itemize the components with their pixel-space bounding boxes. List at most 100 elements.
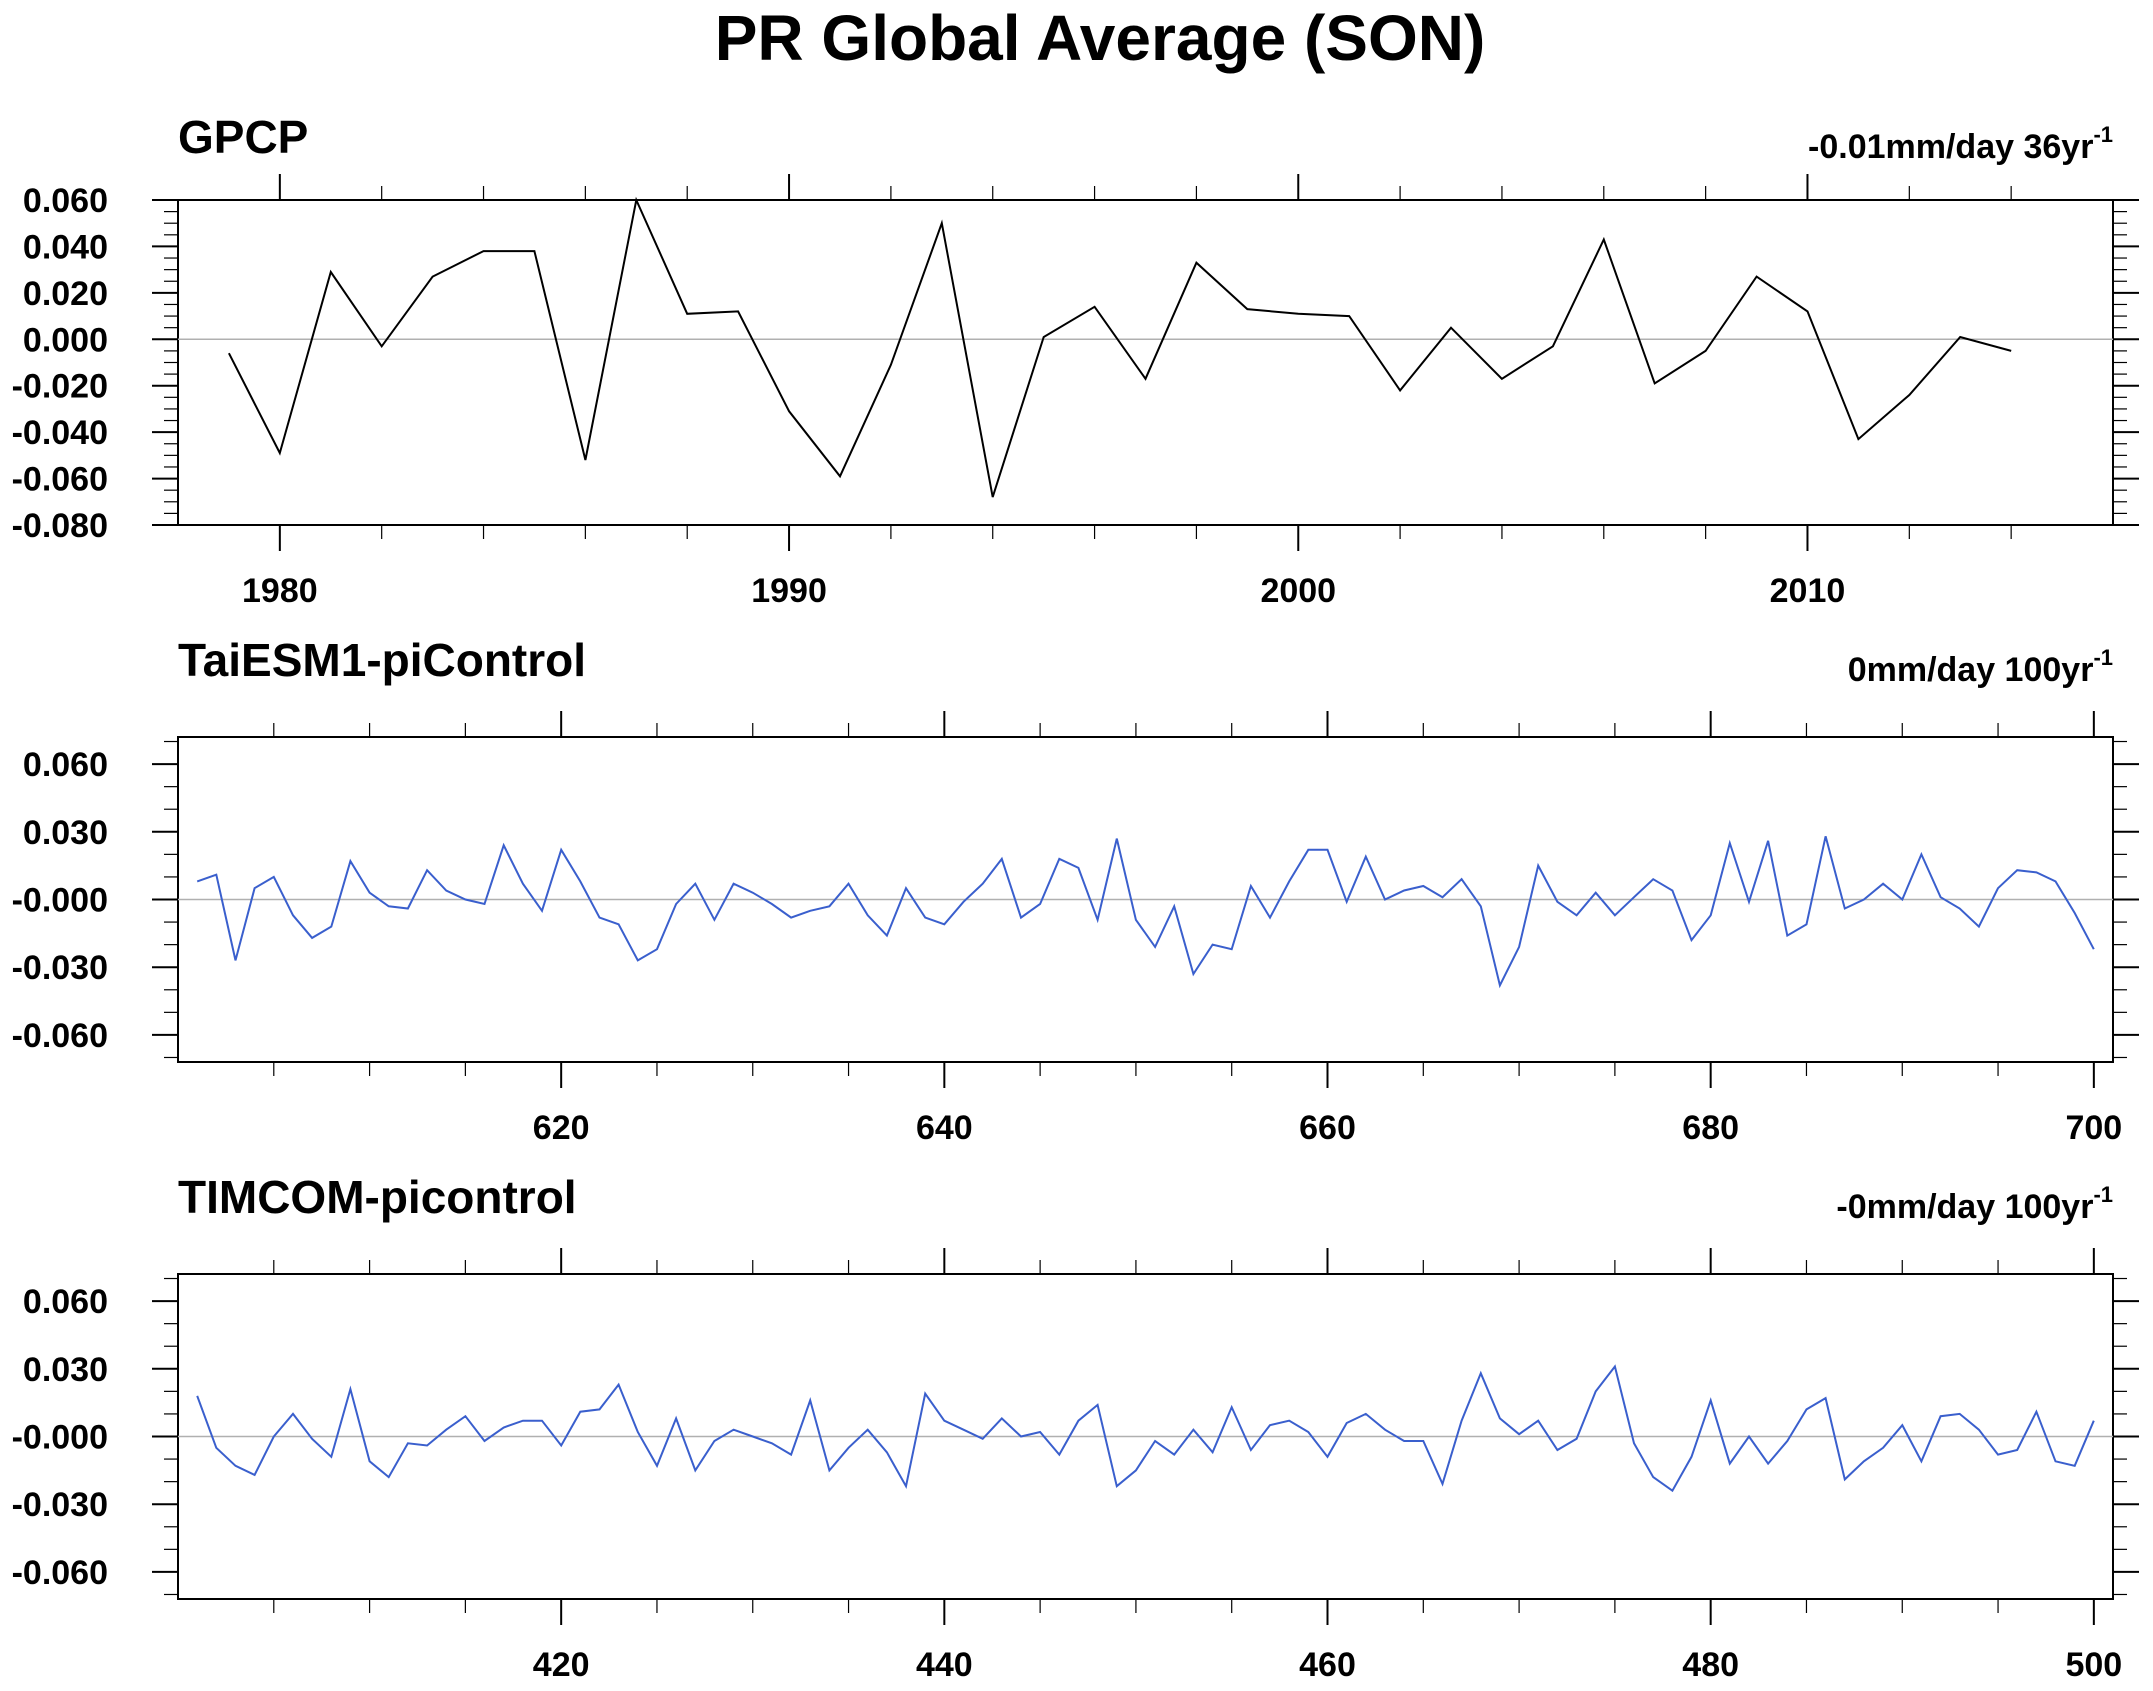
data-point [2033,1409,2039,1415]
data-point [1114,836,1120,842]
data-point [424,867,430,873]
data-point [252,1472,258,1478]
y-tick-label: -0.030 [12,1486,108,1524]
data-point [1601,237,1607,243]
data-point [1784,1438,1790,1444]
data-point [1612,912,1618,918]
data-point [328,924,334,930]
data-point [633,197,639,203]
trend-label-text: -0mm/day 100yr [1836,1188,2093,1226]
data-point [616,1382,622,1388]
data-point [309,1436,315,1442]
data-point [1041,334,1047,340]
data-point [597,915,603,921]
data-point [837,473,843,479]
data-point [635,1429,641,1435]
data-point [1918,1458,1924,1464]
data-point [271,874,277,880]
data-point [213,872,219,878]
data-point [1056,1452,1062,1458]
data-point [1171,1452,1177,1458]
data-point [1171,903,1177,909]
panel-2: TaiESM1-piControl 0mm/day 100yr-1 -0.060 -0… [12,634,2139,1147]
y-tick-label: -0.020 [12,368,108,406]
data-point [1440,1481,1446,1487]
trend-label-sup: -1 [2093,1182,2113,1207]
data-point [1295,311,1301,317]
data-point [1382,1427,1388,1433]
x-tick-label: 660 [1299,1109,1356,1147]
data-point [990,494,996,500]
data-point [1938,1413,1944,1419]
data-point [1631,1440,1637,1446]
data-point [328,1454,334,1460]
data-point [233,1463,239,1469]
data-point [501,842,507,848]
data-point [673,901,679,907]
data-point [290,912,296,918]
data-point [1152,1438,1158,1444]
data-point [1746,1434,1752,1440]
data-point [731,1427,737,1433]
data-point [1497,982,1503,988]
data-point [1727,840,1733,846]
data-point [597,1406,603,1412]
data-point [1325,1454,1331,1460]
data-point [328,269,334,275]
y-tick-label: -0.060 [12,1554,108,1592]
data-point [1401,1438,1407,1444]
data-point [1248,1447,1254,1453]
data-point [482,901,488,907]
data-point [1669,1488,1675,1494]
data-point [290,1411,296,1417]
data-point [1554,1447,1560,1453]
data-point [1842,906,1848,912]
data-point [1286,878,1292,884]
data-point [1401,888,1407,894]
panel-1: GPCP -0.01mm/day 36yr-1 -0.080 -0.060 -0.040… [12,111,2139,610]
data-point [271,1434,277,1440]
data-point [347,1386,353,1392]
data-point [2033,869,2039,875]
data-point [1574,1436,1580,1442]
data-point [1669,888,1675,894]
panel-title: TaiESM1-piControl [178,634,586,686]
data-point [1018,915,1024,921]
data-point [788,915,794,921]
data-point [1995,1452,2001,1458]
data-point [1631,894,1637,900]
data-point [2072,1463,2078,1469]
x-tick-label: 680 [1682,1109,1739,1147]
data-point [961,899,967,905]
x-tick-label: 420 [533,1646,590,1684]
data-point [1804,921,1810,927]
y-tick-label: -0.030 [12,949,108,987]
data-point [750,890,756,896]
data-point [1152,944,1158,950]
data-point [788,1452,794,1458]
figure-title: PR Global Average (SON) [715,2,1486,74]
data-point [1703,348,1709,354]
data-point [430,274,436,280]
y-tick-label: 0.060 [23,746,108,784]
data-point [1478,903,1484,909]
data-point [213,1445,219,1451]
data-point [1804,1406,1810,1412]
plot-frame [177,199,2114,526]
data-point [1938,894,1944,900]
data-point [1805,308,1811,314]
data-point [654,946,660,952]
data-point [1075,1418,1081,1424]
data-point [1765,1461,1771,1467]
data-point [1650,1474,1656,1480]
x-tick-label: 700 [2065,1109,2122,1147]
panel-title: GPCP [178,111,308,163]
data-point [1363,1411,1369,1417]
data-point [577,878,583,884]
data-point [692,881,698,887]
data-point [539,1418,545,1424]
data-point [635,957,641,963]
data-point [1114,1483,1120,1489]
trend-label-sup: -1 [2093,645,2113,670]
data-point [1420,883,1426,889]
